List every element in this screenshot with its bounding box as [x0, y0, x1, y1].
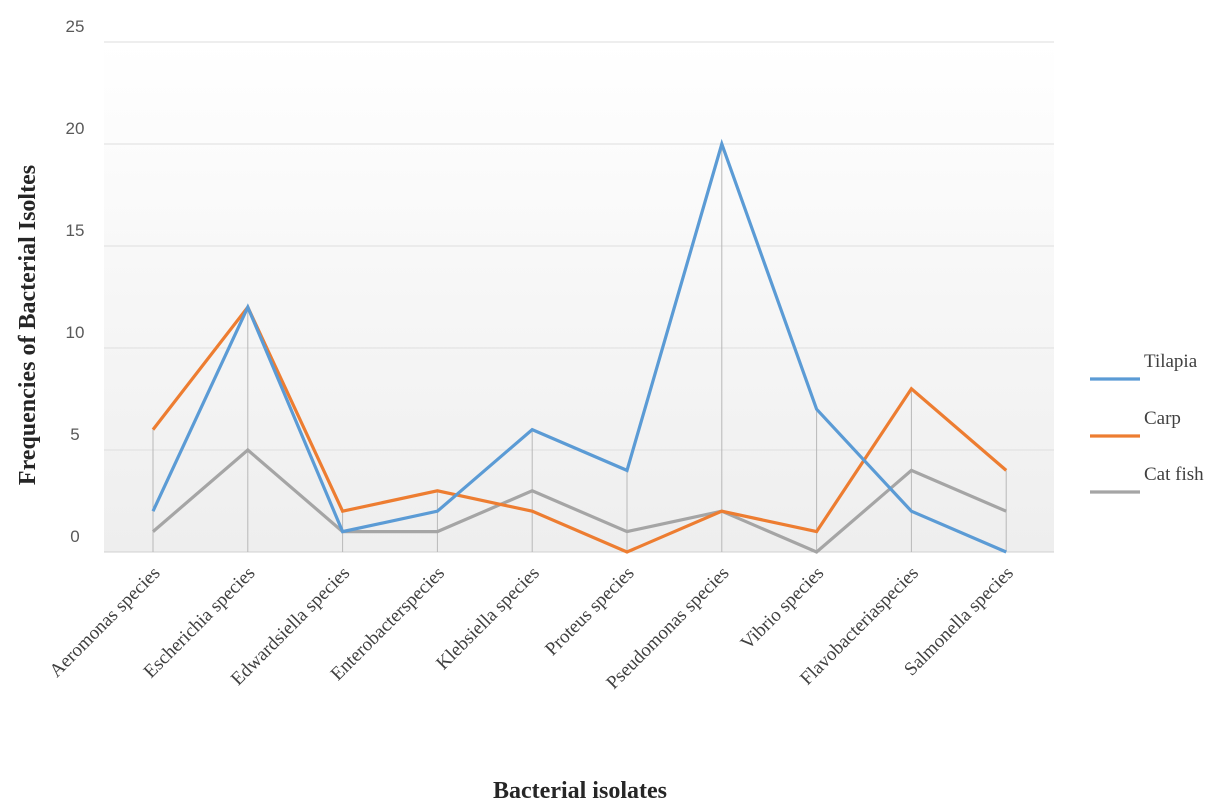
y-axis-title: Frequencies of Bacterial Isoltes — [15, 165, 41, 485]
legend: Tilapia Carp Cat fish — [1090, 351, 1204, 494]
y-tick-label: 20 — [66, 119, 85, 138]
x-tick-label: Vibrio species — [737, 563, 828, 654]
y-tick-label: 5 — [70, 425, 79, 444]
y-axis-ticks: 0 5 10 15 20 25 — [66, 17, 85, 546]
y-tick-label: 0 — [70, 527, 79, 546]
y-tick-label: 15 — [66, 221, 85, 240]
y-tick-label: 25 — [66, 17, 85, 36]
series-lines — [151, 138, 1008, 554]
x-tick-label: Proteus species — [541, 563, 638, 660]
legend-label: Carp — [1144, 408, 1181, 429]
legend-label: Cat fish — [1144, 464, 1204, 485]
series-line-tilapia — [151, 138, 1007, 554]
series-line-cat-fish — [151, 447, 1007, 554]
plot-area — [104, 42, 1054, 552]
x-tick-label: Klebsiella species — [432, 563, 543, 674]
legend-label: Tilapia — [1144, 351, 1198, 372]
y-tick-label: 10 — [66, 323, 85, 342]
x-axis-title: Bacterial isolates — [493, 778, 667, 804]
